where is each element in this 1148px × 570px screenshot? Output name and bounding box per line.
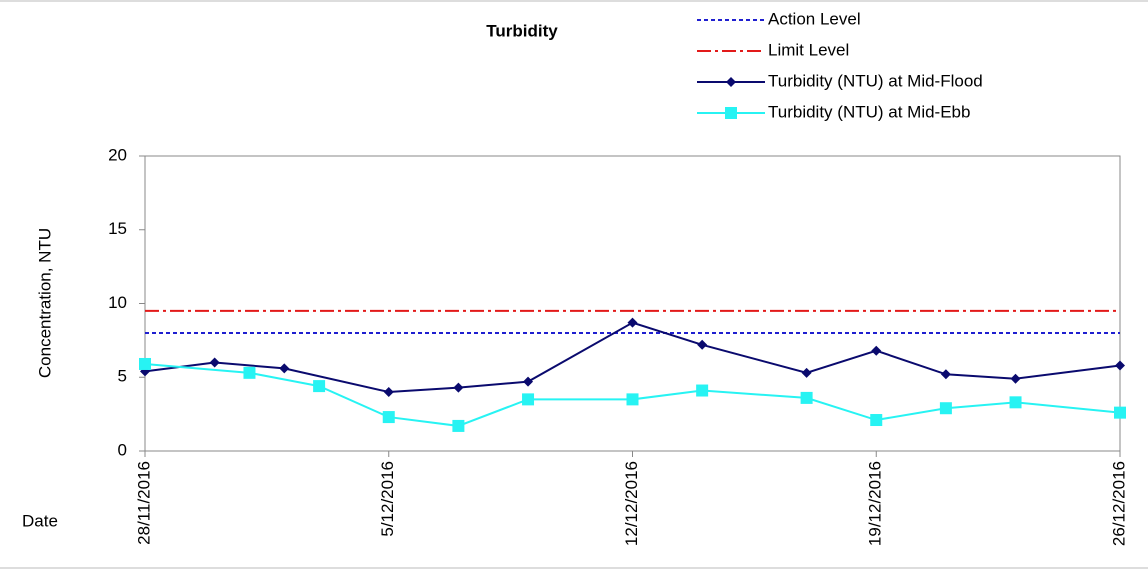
legend-marker (726, 77, 736, 87)
point (627, 317, 638, 328)
point (871, 345, 882, 356)
point (209, 357, 220, 368)
x-axis-label: Date (22, 511, 58, 530)
point (1010, 373, 1021, 384)
x-tick-label: 12/12/2016 (622, 461, 641, 546)
legend-label: Limit Level (768, 40, 849, 59)
point (1114, 406, 1126, 419)
point (523, 376, 534, 387)
point (1009, 396, 1022, 409)
point (1115, 360, 1125, 371)
x-tick-label: 5/12/2016 (378, 461, 397, 537)
point (453, 382, 464, 393)
chart-title: Turbidity (486, 21, 558, 40)
point (626, 393, 639, 406)
legend-label: Action Level (768, 9, 861, 28)
y-tick-label: 20 (108, 145, 127, 164)
point (696, 384, 709, 397)
x-tick-label: 26/12/2016 (1109, 461, 1128, 546)
legend-label: Turbidity (NTU) at Mid-Ebb (768, 102, 970, 121)
point (313, 380, 326, 393)
point (801, 367, 812, 378)
point (243, 366, 256, 379)
point (452, 419, 465, 432)
point (279, 363, 290, 374)
point (697, 339, 708, 350)
x-tick-label: 28/11/2016 (134, 461, 153, 545)
y-tick-label: 5 (118, 367, 127, 386)
legend-label: Turbidity (NTU) at Mid-Flood (768, 71, 983, 90)
y-tick-label: 15 (108, 219, 127, 238)
y-tick-label: 0 (118, 440, 127, 459)
point (870, 414, 883, 427)
point (382, 411, 395, 424)
y-axis-label: Concentration, NTU (35, 228, 54, 378)
point (940, 369, 951, 380)
point (139, 357, 151, 370)
x-tick-label: 19/12/2016 (866, 461, 885, 546)
point (522, 393, 535, 406)
point (383, 387, 394, 397)
legend-marker (725, 107, 737, 119)
y-tick-label: 10 (108, 293, 127, 312)
point (800, 391, 813, 404)
point (939, 402, 952, 415)
